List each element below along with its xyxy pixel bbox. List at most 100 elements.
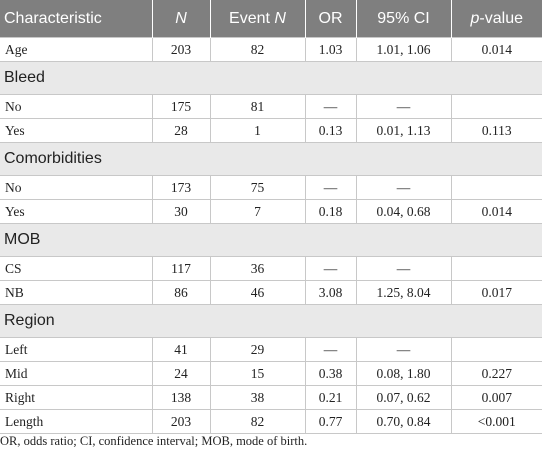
cell-or: 0.77 [304,409,356,434]
table-row: Length 203 82 0.77 0.70, 0.84 <0.001 [0,409,542,434]
cell-characteristic: No [0,175,152,200]
cell-event-n: 75 [209,175,305,200]
header-p-value: p-value [450,0,542,38]
table-row: Yes 28 1 0.13 0.01, 1.13 0.113 [0,118,542,143]
table-row: Age 203 82 1.03 1.01, 1.06 0.014 [0,37,542,62]
cell-n: 175 [151,94,210,119]
header-n-text: N [175,9,187,27]
group-row: Region [0,304,542,338]
cell-ci: 0.08, 1.80 [355,361,451,386]
header-event-n-suffix: N [274,9,286,27]
cell-p-value: 0.014 [450,199,542,224]
cell-ci: 0.04, 0.68 [355,199,451,224]
cell-p-value: 0.113 [450,118,542,143]
cell-event-n: 46 [209,280,305,305]
table-header: Characteristic N Event N OR 95% CI p-val… [0,0,542,38]
cell-event-n: 82 [209,37,305,62]
cell-p-value: 0.017 [450,280,542,305]
cell-n: 117 [151,256,210,281]
cell-event-n: 29 [209,337,305,362]
cell-p-value: <0.001 [450,409,542,434]
cell-p-value [450,337,542,362]
cell-ci: 0.01, 1.13 [355,118,451,143]
table-row: No 175 81— — [0,94,542,119]
cell-p-value: 0.227 [450,361,542,386]
group-row: Bleed [0,61,542,95]
table-body: Age 203 82 1.03 1.01, 1.06 0.014 Bleed No 175 81—… [0,37,542,434]
cell-p-value [450,175,542,200]
table-row: Mid 24 15 0.38 0.08, 1.80 0.227 [0,361,542,386]
table-row: CS 117 36— — [0,256,542,281]
group-label: Bleed [0,61,542,95]
cell-n: 41 [151,337,210,362]
cell-or: — [304,94,356,119]
cell-characteristic: Right [0,385,152,410]
cell-n: 28 [151,118,210,143]
header-ci: 95% CI [355,0,451,38]
cell-p-value [450,94,542,119]
header-characteristic: Characteristic [0,0,152,38]
header-p-suffix: -value [479,9,523,27]
cell-or: — [304,175,356,200]
cell-event-n: 1 [209,118,305,143]
cell-or: 0.13 [304,118,356,143]
group-row: Comorbidities [0,142,542,176]
cell-p-value [450,256,542,281]
cell-ci: 0.70, 0.84 [355,409,451,434]
cell-characteristic: Yes [0,118,152,143]
cell-p-value: 0.007 [450,385,542,410]
cell-n: 138 [151,385,210,410]
cell-ci: 1.25, 8.04 [355,280,451,305]
cell-n: 24 [151,361,210,386]
cell-event-n: 82 [209,409,305,434]
cell-ci: — [355,175,451,200]
header-row: Characteristic N Event N OR 95% CI p-val… [0,0,542,38]
cell-characteristic: NB [0,280,152,305]
header-p-prefix: p [470,9,480,27]
results-table: Characteristic N Event N OR 95% CI p-val… [0,0,542,434]
cell-n: 203 [151,409,210,434]
cell-or: 1.03 [304,37,356,62]
header-n: N [151,0,210,38]
header-or: OR [304,0,356,38]
table-row: No 173 75— — [0,175,542,200]
cell-event-n: 81 [209,94,305,119]
cell-n: 173 [151,175,210,200]
header-event-n: Event N [209,0,305,38]
cell-ci: 1.01, 1.06 [355,37,451,62]
cell-p-value: 0.014 [450,37,542,62]
cell-or: 3.08 [304,280,356,305]
header-event-n-prefix: Event [229,9,275,27]
cell-event-n: 7 [209,199,305,224]
group-label: Comorbidities [0,142,542,176]
cell-n: 30 [151,199,210,224]
table-row: Right 138 38 0.21 0.07, 0.62 0.007 [0,385,542,410]
cell-or: — [304,256,356,281]
cell-ci: 0.07, 0.62 [355,385,451,410]
group-label: MOB [0,223,542,257]
table-row: Yes 30 7 0.18 0.04, 0.68 0.014 [0,199,542,224]
cell-ci: — [355,337,451,362]
cell-event-n: 36 [209,256,305,281]
cell-ci: — [355,94,451,119]
cell-event-n: 15 [209,361,305,386]
cell-or: — [304,337,356,362]
cell-or: 0.38 [304,361,356,386]
cell-event-n: 38 [209,385,305,410]
cell-ci: — [355,256,451,281]
cell-n: 86 [151,280,210,305]
cell-or: 0.18 [304,199,356,224]
cell-characteristic: Left [0,337,152,362]
cell-or: 0.21 [304,385,356,410]
group-label: Region [0,304,542,338]
table-row: NB 86 46 3.08 1.25, 8.04 0.017 [0,280,542,305]
cell-n: 203 [151,37,210,62]
cell-characteristic: Length [0,409,152,434]
cell-characteristic: No [0,94,152,119]
table-footnote: OR, odds ratio; CI, confidence interval;… [0,434,308,448]
group-row: MOB [0,223,542,257]
cell-characteristic: Yes [0,199,152,224]
cell-characteristic: CS [0,256,152,281]
cell-characteristic: Mid [0,361,152,386]
table-row: Left 41 29— — [0,337,542,362]
